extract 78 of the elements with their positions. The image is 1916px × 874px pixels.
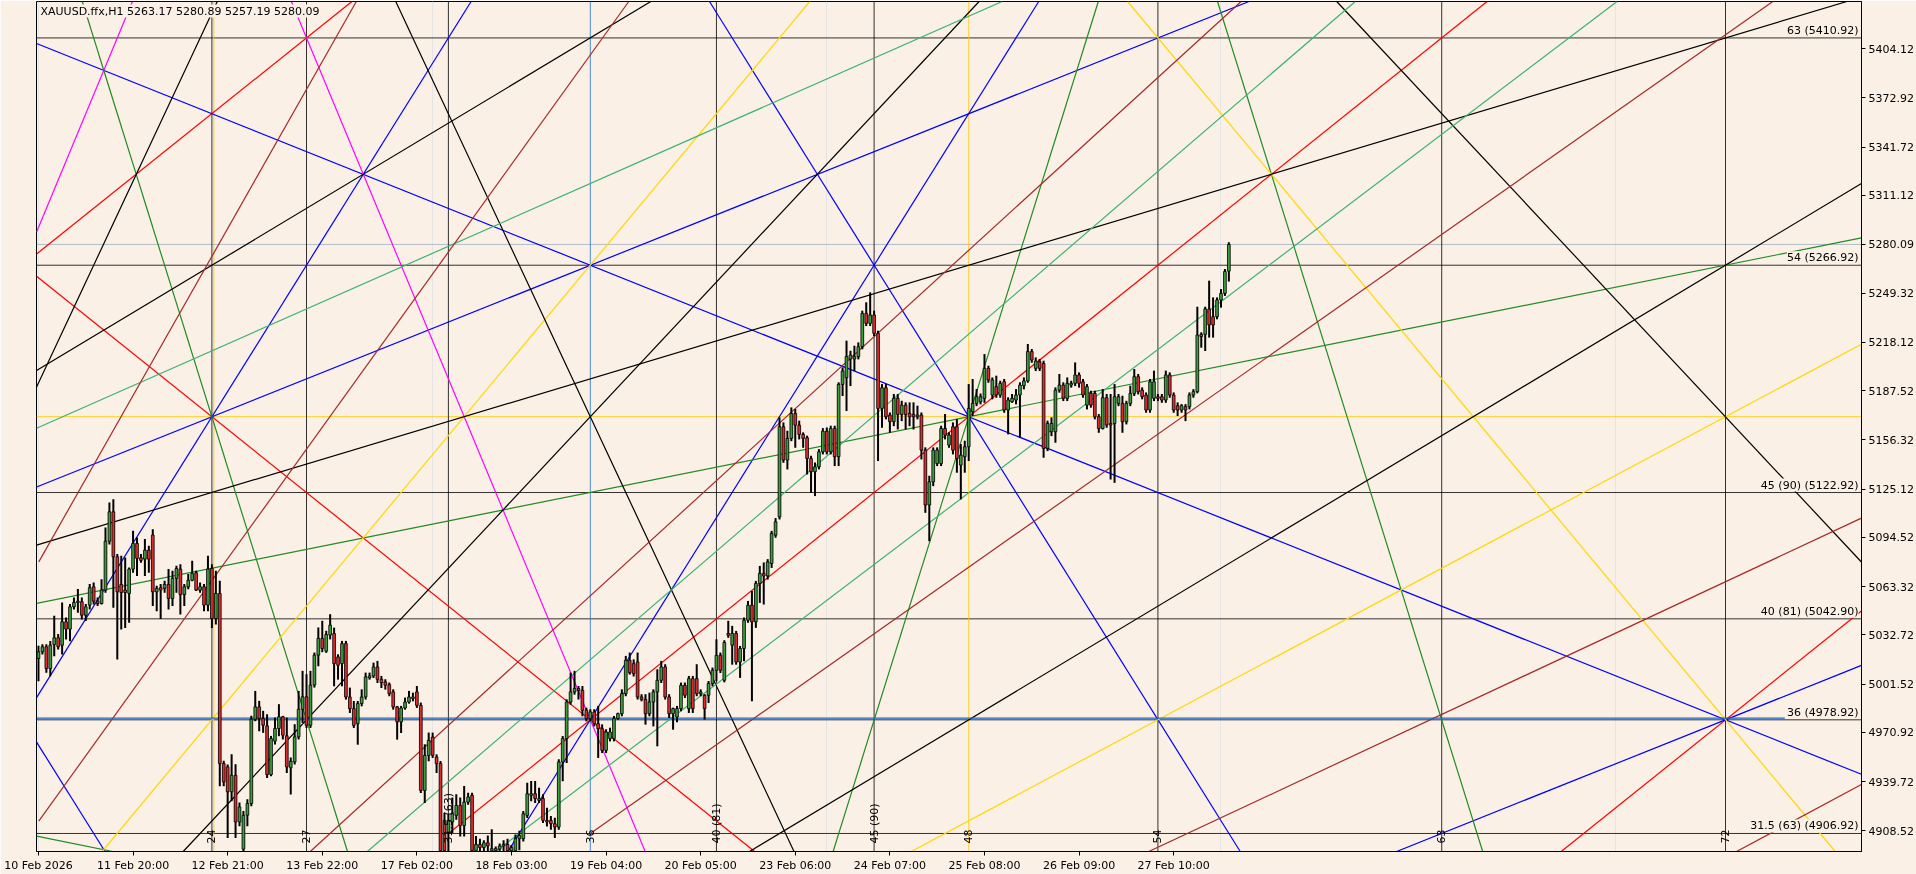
x2-tick-label: 40 (81): [709, 803, 723, 844]
candlestick: [828, 425, 833, 455]
y-tick-label: 4970.92: [1868, 726, 1914, 740]
y-tick-label: 5311.12: [1868, 189, 1914, 203]
x2-tick-label: 45 (90): [867, 803, 881, 844]
x-tick-label: 12 Feb 21:00: [191, 858, 264, 872]
x-tick-label: 19 Feb 04:00: [569, 858, 643, 872]
x2-tick-label: 48: [962, 829, 976, 844]
y-tick-label: 5218.12: [1868, 336, 1914, 350]
candlestick: [320, 620, 325, 653]
x-tick-label: 11 Feb 20:00: [96, 858, 170, 872]
candlestick: [911, 402, 916, 430]
candlestick: [1136, 373, 1140, 395]
ref-line-label: 31.5 (63) (4906.92): [1750, 819, 1859, 833]
candlestick: [761, 562, 766, 605]
x-tick-label: 18 Feb 03:00: [475, 858, 548, 872]
ref-line-label: 40 (81) (5042.90): [1760, 604, 1859, 618]
candlestick: [44, 644, 49, 673]
candlestick: [1211, 297, 1215, 338]
candlestick: [91, 582, 96, 605]
y-tick-label: 5001.52: [1868, 678, 1914, 692]
y-tick-label: 5032.72: [1868, 628, 1914, 642]
candlestick: [533, 781, 537, 804]
y-tick-label: 5404.12: [1868, 42, 1914, 56]
candlestick: [852, 345, 857, 372]
x-tick-label: 17 Feb 02:00: [380, 858, 453, 872]
x2-tick-label: 63: [1435, 829, 1449, 844]
candlestick: [1065, 377, 1070, 402]
candlestick: [994, 375, 999, 398]
x2-tick-label: 24: [205, 829, 219, 844]
x2-tick-label: 36: [583, 829, 597, 844]
y-tick-label: 5187.52: [1868, 384, 1914, 398]
candlestick: [170, 570, 175, 607]
x-tick-label: 25 Feb 08:00: [948, 858, 1021, 872]
ref-line-label: 63 (5410.92): [1786, 23, 1859, 37]
candlestick: [580, 686, 585, 717]
x-tick-label: 23 Feb 06:00: [759, 858, 832, 872]
candlestick: [1112, 384, 1117, 483]
y-tick-label: 5341.72: [1868, 141, 1914, 155]
candlestick: [895, 394, 900, 430]
x-tick-label: 26 Feb 09:00: [1042, 858, 1116, 872]
y-tick-label: 5280.09: [1868, 238, 1914, 252]
x2-tick-label: 31.5 (63): [441, 792, 455, 844]
candlestick: [899, 400, 904, 422]
ref-line-label: 36 (4978.92): [1786, 705, 1859, 719]
candlestick: [1073, 362, 1077, 387]
candlestick: [1120, 395, 1125, 433]
ref-line-label: 54 (5266.92): [1786, 251, 1859, 265]
candlestick: [793, 409, 798, 448]
candlestick: [903, 402, 908, 430]
candlestick: [143, 539, 147, 577]
y-tick-label: 5249.32: [1868, 287, 1914, 301]
candlestick: [1207, 280, 1211, 338]
x-tick-label: 24 Feb 07:00: [853, 858, 926, 872]
candlestick: [604, 729, 608, 754]
x-tick-label: 10 Feb 2026: [4, 858, 73, 872]
y-tick-label: 5156.32: [1868, 433, 1914, 447]
y-tick-label: 4939.72: [1868, 775, 1914, 789]
candlestick: [825, 427, 829, 455]
x2-tick-label: 27: [300, 829, 314, 844]
candlestick: [951, 422, 955, 455]
y-tick-label: 5372.92: [1868, 91, 1914, 105]
chart-title: XAUUSD.ffx,H1 5263.17 5280.89 5257.19 5280.09: [40, 4, 320, 18]
y-tick-label: 5063.32: [1868, 580, 1914, 594]
x2-tick-label: 72: [1719, 829, 1733, 844]
candlestick: [730, 625, 734, 665]
candlestick: [907, 402, 912, 427]
y-tick-label: 5125.12: [1868, 483, 1914, 497]
y-tick-label: 4908.52: [1868, 824, 1914, 838]
x-tick-label: 27 Feb 10:00: [1137, 858, 1210, 872]
ref-line-label: 45 (90) (5122.92): [1760, 478, 1859, 492]
candlestick: [76, 589, 80, 613]
y-tick-label: 5094.52: [1868, 531, 1914, 545]
x-tick-label: 13 Feb 22:00: [286, 858, 359, 872]
candlestick: [135, 537, 139, 577]
x-tick-label: 20 Feb 05:00: [664, 858, 737, 872]
candlestick: [844, 340, 849, 412]
x2-tick-label: 54: [1151, 829, 1165, 844]
